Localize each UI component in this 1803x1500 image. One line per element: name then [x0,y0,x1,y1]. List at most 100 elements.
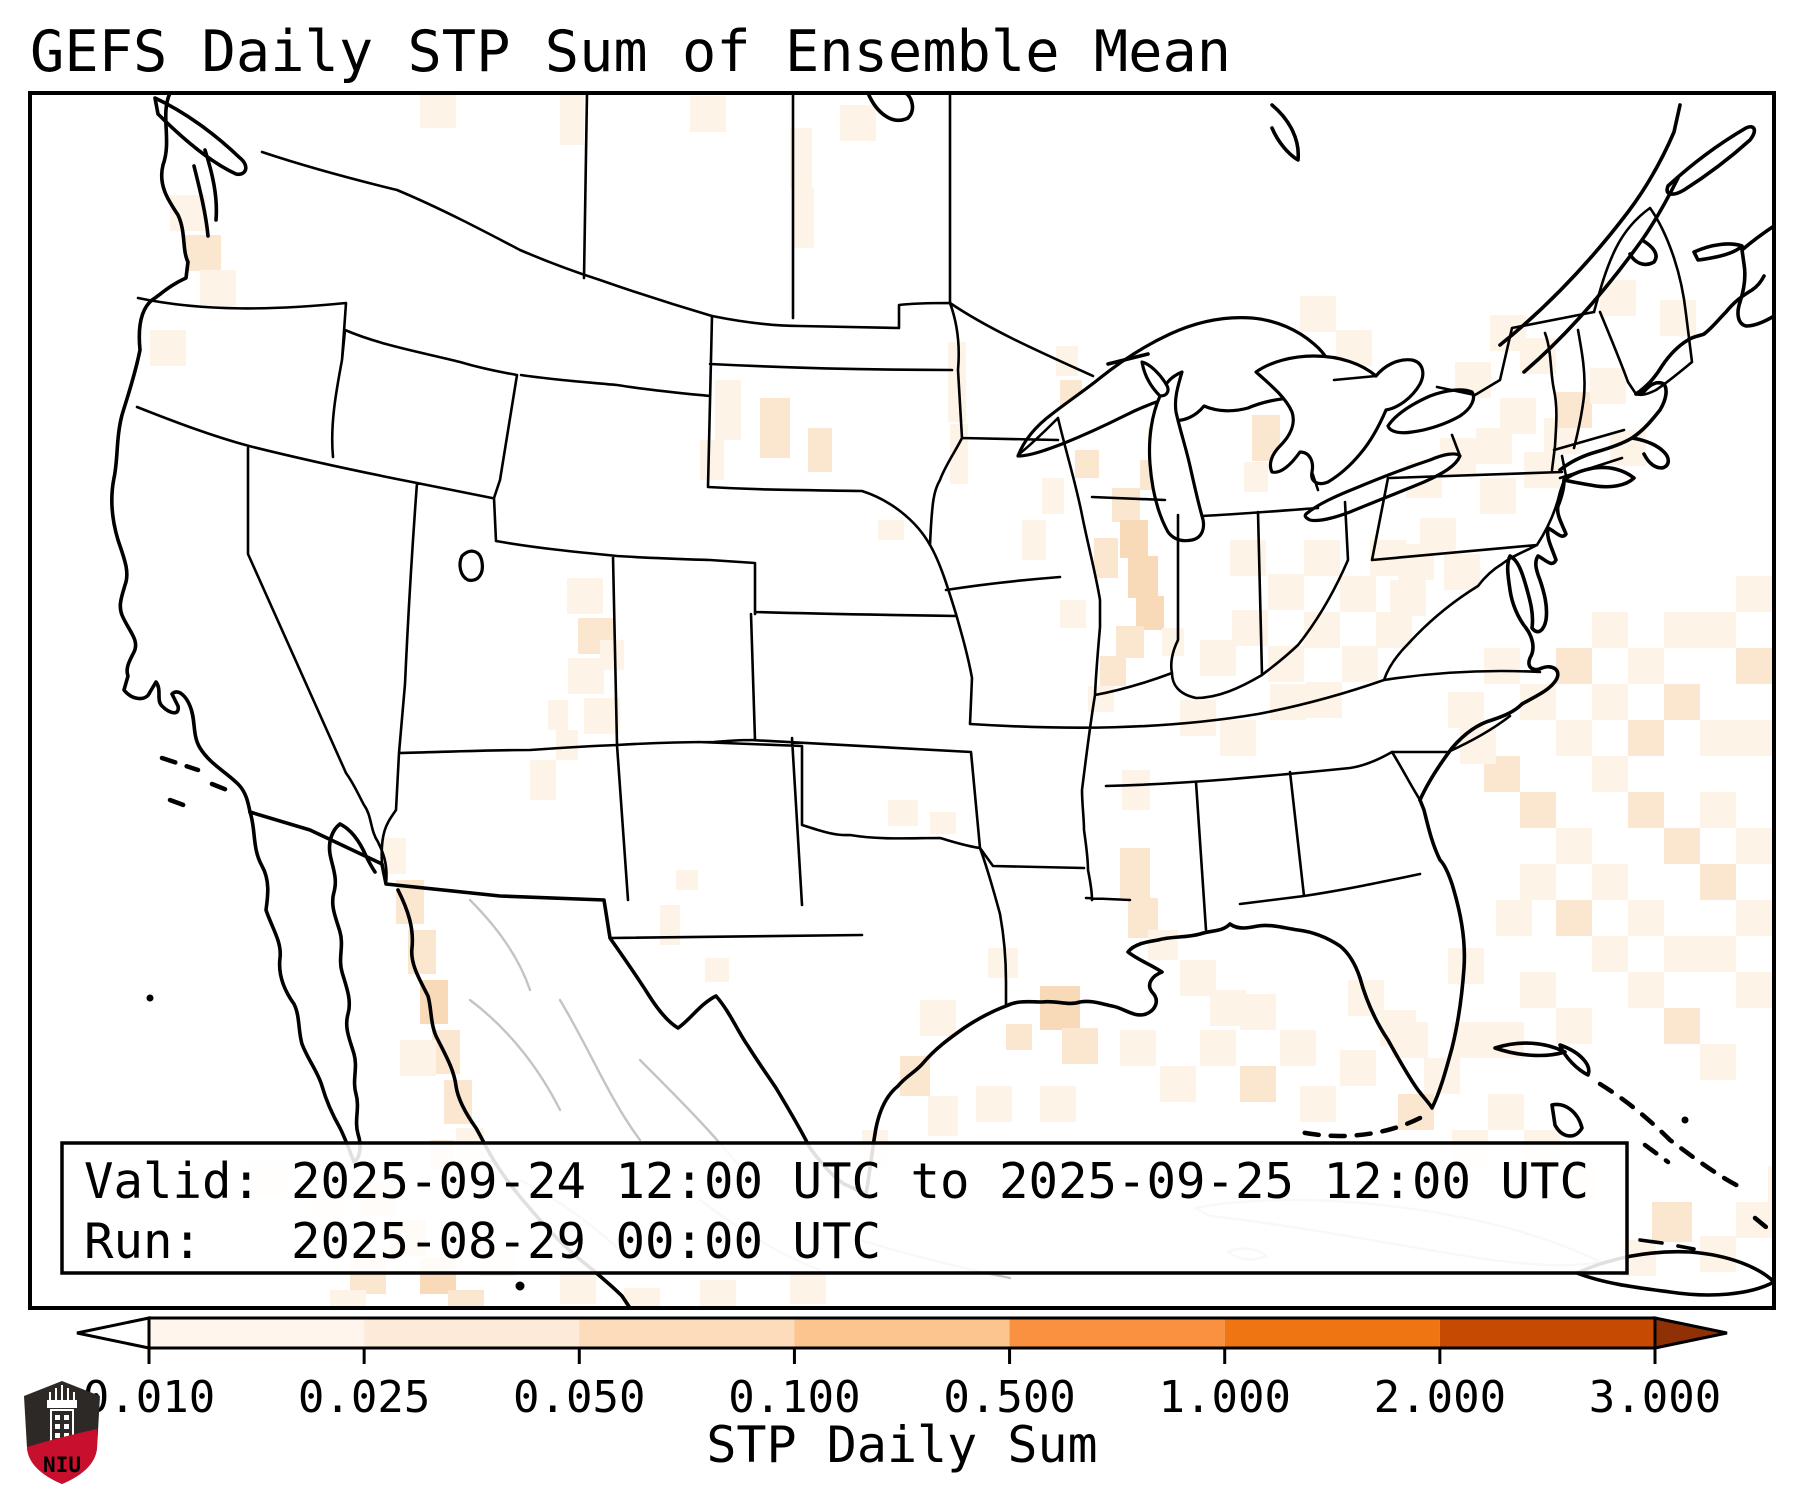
stp-cell [560,95,584,145]
stp-cell [1448,692,1484,728]
stp-cell [1556,720,1592,756]
stp-cell [1100,656,1126,686]
stp-cell [1736,720,1772,756]
niu-logo: NIU [24,1381,100,1484]
stp-cell [1040,1086,1076,1122]
stp-cell [1700,792,1736,828]
bahamas-dashes [1597,1081,1774,1235]
stp-cell [1700,864,1736,900]
stp-cell [705,958,729,982]
colorbar-tick-label: 1.000 [1158,1372,1290,1423]
great-salt-lake [458,549,484,582]
stp-cell [1056,346,1078,376]
stp-cell [1496,900,1532,936]
stp-cell [567,578,603,614]
stp-cell [1520,864,1556,900]
stp-cell [1592,684,1628,720]
stp-cell [1232,610,1268,646]
stp-cell [920,1000,956,1036]
maine-coastline [1634,274,1766,396]
stp-cell [1280,1030,1316,1066]
us-mexico-border [248,810,868,1196]
colorbar-segment [1224,1318,1440,1348]
colorbar-outline [147,1316,1657,1350]
stp-cell [1060,600,1086,628]
stp-cell [1488,1094,1524,1130]
stp-cell [1556,828,1592,864]
stp-cell [1180,700,1216,736]
stp-shaded-cells [150,93,1774,1308]
stp-cell [1220,720,1256,756]
stp-cell [1664,1008,1700,1044]
colorbar-tick-label: 0.010 [83,1372,215,1423]
stp-cell [1240,1066,1276,1102]
stp-cell [1628,720,1664,756]
colorbar-segment [364,1318,580,1348]
bahama-dot [1681,1116,1689,1124]
stp-cell [1062,1028,1098,1064]
nova-scotia-coastline [1692,224,1774,328]
stp-cell [530,760,556,800]
stp-cell [1736,576,1772,612]
stp-cell [1122,770,1150,810]
bahamas-islands [1493,1041,1591,1138]
stp-cell [200,270,236,306]
stp-cell [792,188,814,248]
gulf-coastline [864,922,1362,1196]
stp-cell [1094,538,1118,578]
stp-cell [1116,626,1144,658]
stp-cell [1660,300,1696,336]
stp-cell [1664,684,1700,720]
stp-cell [930,812,956,834]
florida-keys-dashes [1297,1115,1423,1139]
canada-province-lines [582,93,1694,397]
stp-cell [690,96,726,132]
stp-cell [1268,574,1304,610]
baja-california-coastline [248,810,377,1164]
stp-cell [1392,1022,1428,1058]
stp-cell [1592,936,1628,972]
stp-cell [676,870,698,890]
channel-islands-dashes [159,755,235,809]
colorbar-tick-label: 0.500 [943,1372,1075,1423]
stp-cell [1590,368,1626,404]
lake-winnipeg-outline [866,93,1301,162]
stp-cell [1200,1030,1236,1066]
stp-cell [1664,828,1700,864]
stp-cell [988,948,1018,978]
stp-cell [1664,936,1700,972]
lake-ontario [1386,388,1476,435]
stp-cell [1592,864,1628,900]
stp-cell [1592,612,1628,648]
stp-cell [1042,478,1064,514]
valid-label: Valid: [84,1153,261,1210]
stp-cell [400,1040,436,1076]
stp-cell [1390,580,1426,616]
stp-cell [1342,646,1378,682]
stp-cell [700,1280,736,1308]
colorbar-tick-label: 3.000 [1589,1372,1721,1423]
stp-cell [1148,930,1178,960]
stp-cell [1268,646,1304,682]
run-value: 2025-08-29 00:00 UTC [291,1213,881,1270]
stp-cell [790,128,812,188]
colorbar-segment [1009,1318,1225,1348]
stp-cell [1075,450,1099,478]
state-borders-midwest [928,301,1422,1008]
stp-cell [1476,428,1512,464]
stp-cell [700,440,724,480]
island-dot-2 [146,994,154,1002]
stp-cell [888,800,918,826]
stp-cell [548,700,568,730]
stp-cell [1022,520,1046,560]
stp-cell [1736,648,1772,684]
stp-cell [1040,986,1080,1030]
stp-cell [1300,1086,1336,1122]
stp-cell [928,1096,958,1136]
stp-cell [1120,520,1148,558]
stp-cell [600,640,624,670]
valid-value: 2025-09-24 12:00 UTC to 2025-09-25 12:00… [291,1153,1589,1210]
colorbar-tick-label: 0.100 [728,1372,860,1423]
stp-cell [1136,596,1164,630]
